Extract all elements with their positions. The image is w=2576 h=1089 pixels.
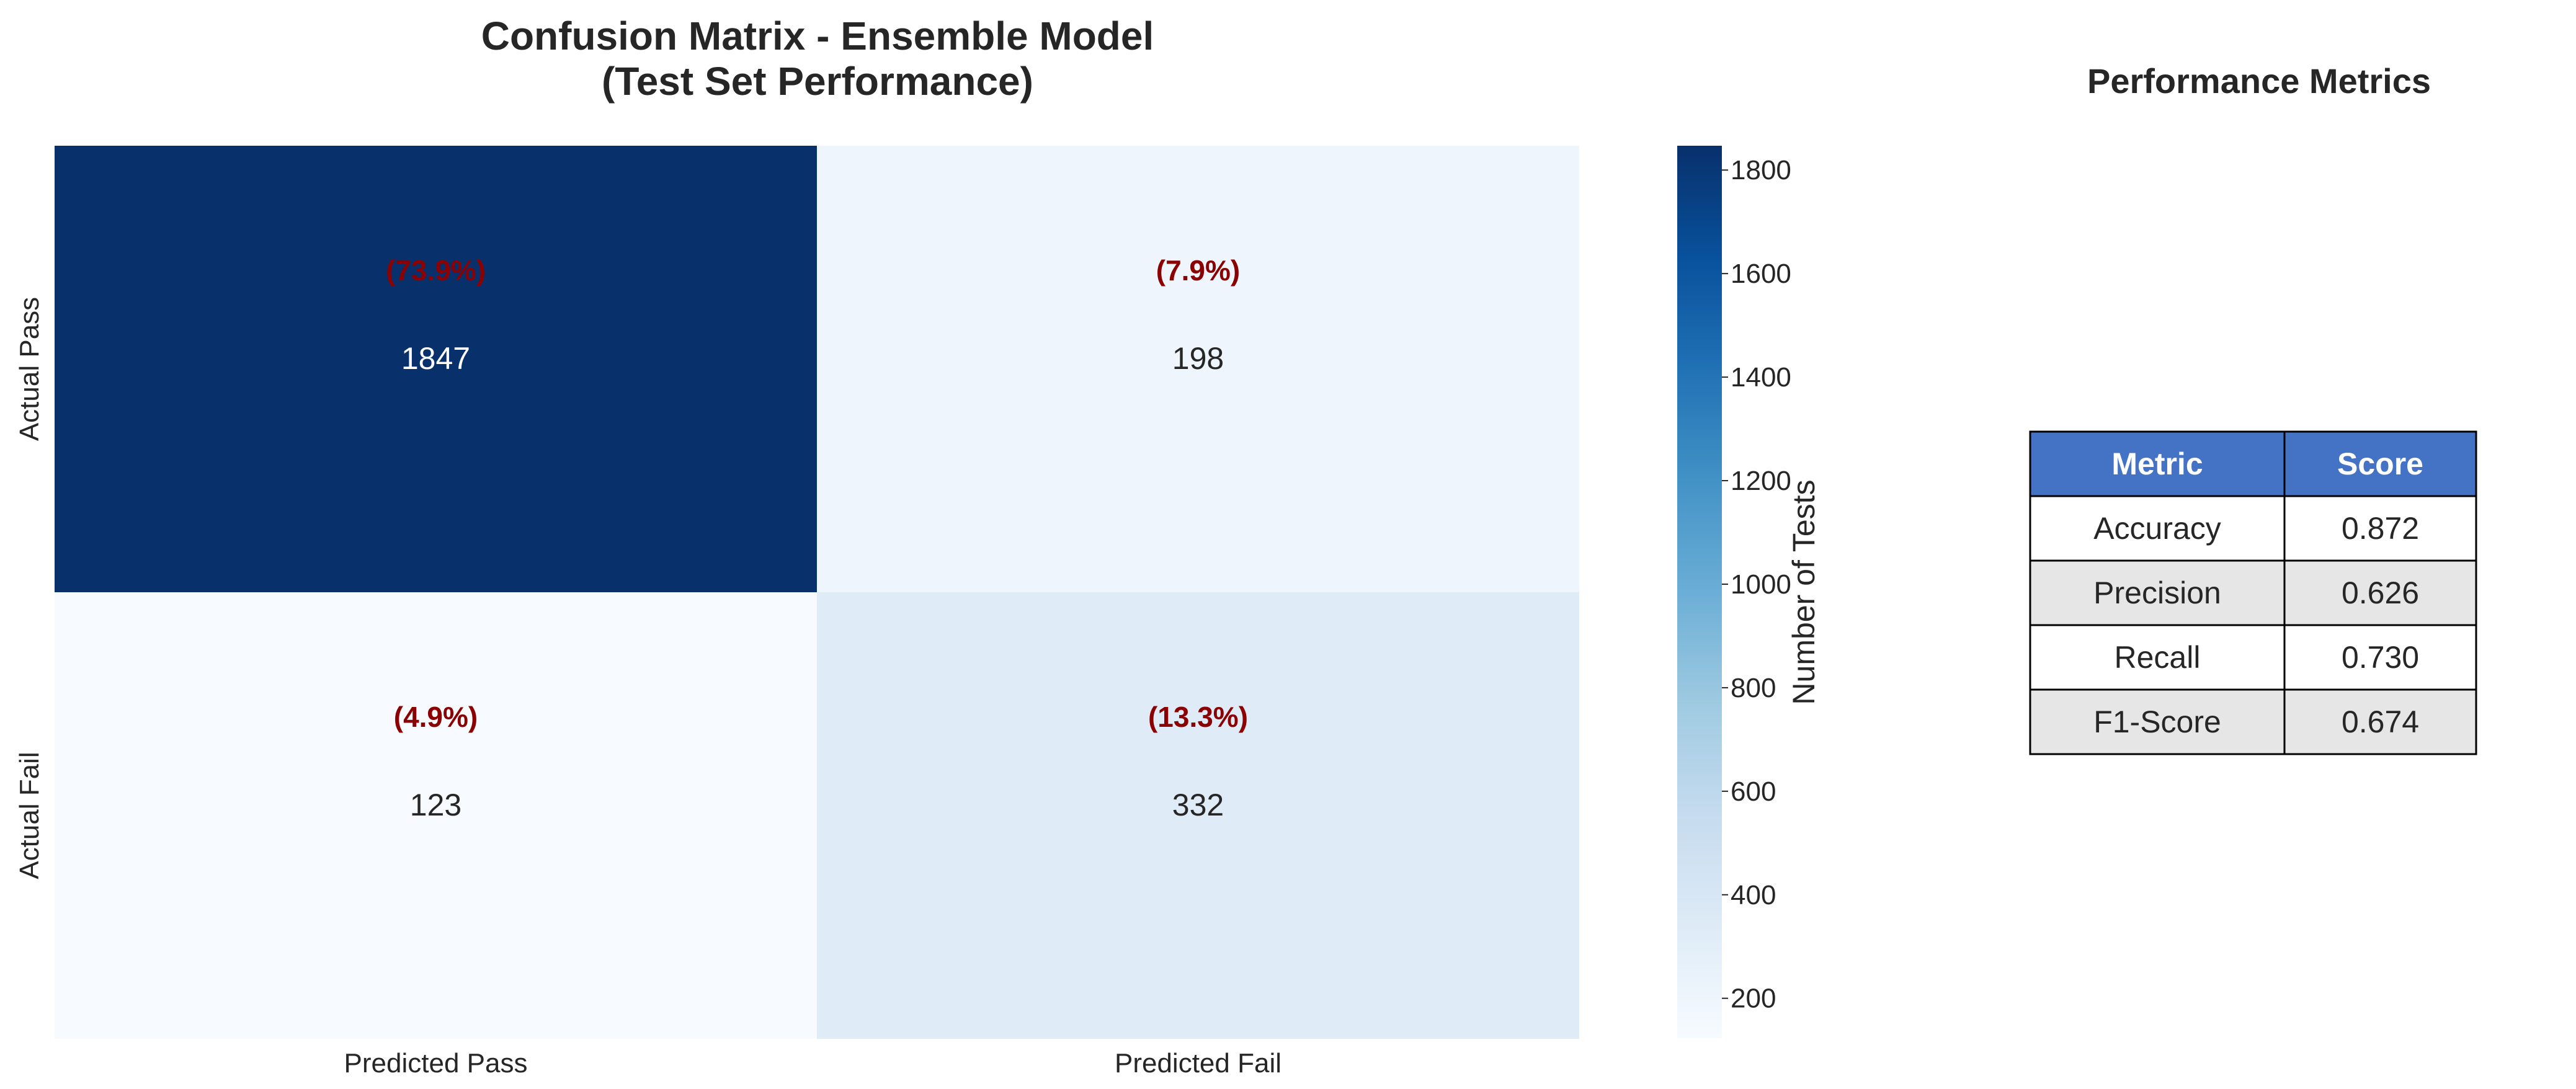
heatmap-cell <box>55 592 817 1039</box>
x-tick-label: Predicted Fail <box>1115 1048 1281 1078</box>
y-tick-label: Actual Fail <box>14 752 45 879</box>
metric-score: 0.674 <box>2342 705 2419 739</box>
colorbar-tick-label: 600 <box>1731 776 1776 807</box>
metrics-table: Metric Score Accuracy 0.872 Precision 0.626 Re… <box>2029 430 2477 755</box>
y-tick-label: Actual Pass <box>14 297 45 441</box>
colorbar-tick-label: 1400 <box>1731 362 1791 393</box>
cell-percent-label: (7.9%) <box>1156 254 1240 287</box>
colorbar-ticks: 200 400 600 800 1000 1200 1400 1600 1800 <box>1722 155 1791 1014</box>
heatmap-title-line-2: (Test Set Performance) <box>602 59 1033 104</box>
cell-count-label: 1847 <box>401 341 470 376</box>
table-header-label: Metric <box>2111 447 2203 481</box>
table-header-cell <box>2283 430 2477 497</box>
heatmap-cell <box>55 146 817 592</box>
metric-score: 0.730 <box>2342 640 2419 675</box>
heatmap-cell <box>817 592 1579 1039</box>
table-cell <box>2283 495 2477 562</box>
colorbar-tick-label: 200 <box>1731 984 1776 1014</box>
table-header-label: Score <box>2337 447 2423 481</box>
metric-name: Recall <box>2115 640 2201 675</box>
colorbar-tick-label: 1200 <box>1731 466 1791 496</box>
cell-count-label: 123 <box>410 788 461 822</box>
table-cell <box>2029 495 2286 562</box>
colorbar-tick-label: 400 <box>1731 880 1776 910</box>
colorbar-tick-label: 1800 <box>1731 155 1791 185</box>
table-cell <box>2029 559 2286 626</box>
cell-count-label: 198 <box>1172 341 1224 376</box>
cell-percent-label: (13.3%) <box>1148 701 1248 733</box>
metric-score: 0.626 <box>2342 576 2419 610</box>
colorbar-tick-label: 1000 <box>1731 569 1791 600</box>
colorbar-tick-label: 800 <box>1731 673 1776 703</box>
metrics-title: Performance Metrics <box>2087 61 2431 100</box>
heatmap-title-line-1: Confusion Matrix - Ensemble Model <box>481 14 1154 58</box>
x-tick-label: Predicted Pass <box>344 1048 528 1078</box>
metric-name: Precision <box>2093 576 2221 610</box>
colorbar-tick-label: 1600 <box>1731 259 1791 289</box>
metric-score: 0.872 <box>2342 511 2419 546</box>
heatmap-cell <box>817 146 1579 592</box>
table-cell <box>2029 688 2286 755</box>
metric-name: F1-Score <box>2093 705 2221 739</box>
heatmap: (73.9%) 1847 (7.9%) 198 (4.9%) 123 (13.3%) 332 P… <box>14 146 1579 1078</box>
cell-percent-label: (73.9%) <box>386 254 486 287</box>
metric-name: Accuracy <box>2093 511 2221 546</box>
table-cell <box>2283 624 2477 691</box>
colorbar <box>1677 146 1722 1038</box>
colorbar-label: Number of Tests <box>1786 479 1821 705</box>
table-cell <box>2283 688 2477 755</box>
cell-count-label: 332 <box>1172 788 1224 822</box>
cell-percent-label: (4.9%) <box>394 701 478 733</box>
